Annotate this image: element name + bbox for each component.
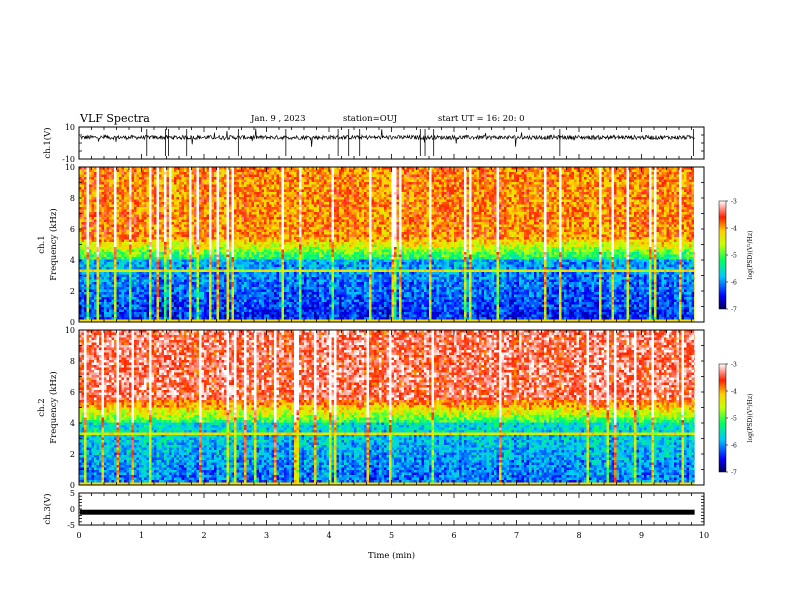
ch2-spectrogram-colorbar: -3 -4 -5 -6 -7 log(PSD)(V²/Hz) [719, 362, 754, 477]
colorbar-tick-label: -7 [731, 470, 737, 477]
time-ticks [79, 127, 704, 159]
y-tick-label: 10 [65, 123, 75, 132]
x-tick-label: 5 [389, 531, 394, 540]
x-tick-label: 4 [326, 531, 331, 540]
y-axis-label: ch.2 [37, 398, 47, 416]
colorbar-label: log(PSD)(V²/Hz) [747, 394, 754, 443]
ch1-spectrogram-colorbar: -3 -4 -5 -6 -7 log(PSD)(V²/Hz) [719, 199, 754, 314]
colorbar-tick-label: -5 [731, 416, 737, 423]
x-tick-label: 10 [699, 531, 709, 540]
y-tick-label: 2 [70, 450, 75, 459]
y-tick-label: 0 [70, 505, 75, 514]
y-tick-label: 6 [70, 388, 75, 397]
x-tick-label: 0 [76, 531, 81, 540]
y-axis-label: ch.1 [37, 235, 47, 253]
colorbar-tick-label: -5 [731, 253, 737, 260]
y-axis: 5 0 -5 [67, 489, 704, 530]
time-ticks: 0 1 2 3 4 5 6 7 8 9 10 [76, 493, 709, 540]
y-tick-label: 4 [70, 256, 75, 265]
y-tick-label: 8 [70, 194, 75, 203]
ch3-waveform-trace [80, 510, 695, 515]
colorbar-tick-label: -3 [731, 362, 737, 369]
colorbar-label: log(PSD)(V²/Hz) [747, 231, 754, 280]
y-axis: 10-10 [62, 123, 704, 164]
colorbar-tick-label: -7 [731, 307, 737, 314]
y-axis-label: Frequency (kHz) [48, 208, 59, 280]
y-tick-label: 5 [70, 489, 75, 498]
y-axis-label: ch.1(V) [42, 127, 53, 158]
x-tick-label: 1 [139, 531, 144, 540]
x-tick-label: 9 [639, 531, 644, 540]
y-tick-label: 8 [70, 357, 75, 366]
y-axis-label: Frequency (kHz) [48, 371, 59, 443]
y-axis-label: ch.3(V) [42, 493, 53, 524]
x-tick-label: 3 [264, 531, 269, 540]
y-tick-label: 4 [70, 419, 75, 428]
ch1-waveform-trace [80, 129, 694, 156]
x-tick-label: 6 [451, 531, 456, 540]
ch2-spectrogram [79, 330, 704, 485]
colorbar-tick-label: -6 [731, 280, 737, 287]
y-tick-label: -5 [67, 521, 75, 530]
x-tick-label: 7 [514, 531, 519, 540]
colorbar-tick-label: -4 [731, 389, 737, 396]
x-axis-label: Time (min) [368, 550, 415, 561]
y-tick-label: 2 [70, 287, 75, 296]
y-tick-label: 6 [70, 225, 75, 234]
ch1-spectrogram [79, 167, 704, 322]
colorbar-tick-label: -4 [731, 226, 737, 233]
y-tick-label: 10 [65, 326, 75, 335]
x-tick-label: 8 [576, 531, 581, 540]
x-tick-label: 2 [201, 531, 206, 540]
colorbar-tick-label: -3 [731, 199, 737, 206]
colorbar-tick-label: -6 [731, 443, 737, 450]
y-tick-label: 10 [65, 163, 75, 172]
